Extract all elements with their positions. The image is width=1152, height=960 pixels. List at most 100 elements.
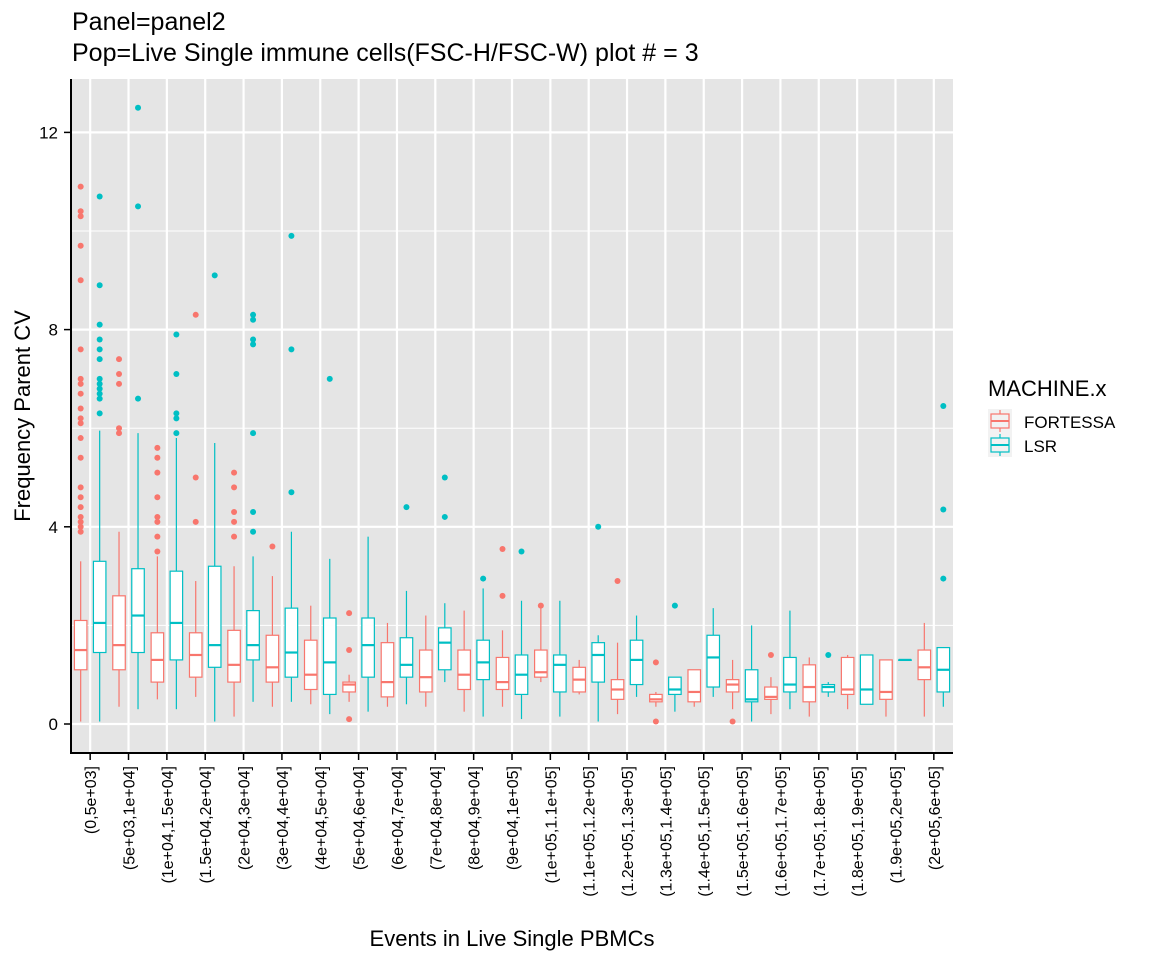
outlier-point: [77, 494, 84, 501]
outlier-point: [116, 370, 123, 377]
x-tick-label: (5e+03,1e+04]: [122, 766, 139, 870]
box-body: [457, 649, 472, 691]
x-tick-label: (0,5e+03]: [83, 766, 100, 834]
outlier-point: [154, 518, 161, 525]
x-tick-label: (9e+04,1e+05]: [505, 766, 522, 870]
outlier-point: [173, 410, 180, 417]
outlier-point: [77, 405, 84, 412]
outlier-point: [403, 504, 410, 511]
box-body: [879, 659, 893, 700]
box-body: [668, 676, 682, 696]
outlier-point: [518, 548, 525, 555]
outlier-point: [250, 528, 257, 535]
outlier-point: [346, 647, 353, 654]
outlier-point: [77, 435, 84, 442]
outlier-point: [767, 651, 774, 658]
box-lsr-9: [437, 474, 452, 683]
outlier-point: [652, 718, 659, 725]
outlier-point: [154, 454, 161, 461]
outlier-point: [250, 316, 257, 323]
box-body: [322, 617, 337, 696]
outlier-point: [940, 506, 947, 513]
box-body: [802, 664, 817, 703]
box-fortessa-8: [380, 622, 395, 707]
box-lsr-17: [744, 625, 759, 722]
outlier-point: [96, 410, 103, 417]
box-fortessa-20: [840, 654, 855, 710]
legend-key-fortessa: [988, 409, 1012, 433]
box-body: [821, 683, 836, 693]
x-tick-label: (5e+04,6e+04]: [352, 766, 369, 870]
x-tick-label: (1.9e+05,2e+05]: [888, 766, 905, 883]
outlier-point: [154, 494, 161, 501]
outlier-point: [614, 578, 621, 585]
outlier-point: [96, 356, 103, 363]
box-body: [399, 637, 414, 678]
box-body: [92, 560, 107, 654]
outlier-point: [231, 509, 238, 516]
box-lsr-19: [821, 651, 836, 697]
box-fortessa-21: [879, 659, 893, 717]
box-lsr-10: [476, 575, 491, 717]
box-fortessa-1: [112, 356, 126, 707]
box-layer: [73, 104, 951, 725]
legend: MACHINE.x FORTESSA LSR: [988, 376, 1116, 457]
outlier-point: [77, 390, 84, 397]
outlier-point: [96, 390, 103, 397]
outlier-point: [231, 518, 238, 525]
box-body: [342, 681, 356, 693]
y-tick-label: 12: [39, 123, 58, 142]
x-tick-label: (3e+04,4e+04]: [275, 766, 292, 870]
outlier-point: [77, 420, 84, 427]
box-lsr-11: [514, 548, 529, 720]
outlier-point: [326, 375, 333, 382]
box-body: [725, 679, 740, 693]
box-body: [783, 656, 797, 693]
outlier-point: [499, 592, 506, 599]
box-fortessa-12: [533, 602, 548, 683]
y-tick-label: 8: [49, 321, 58, 340]
outlier-point: [250, 336, 257, 343]
outlier-point: [480, 575, 487, 582]
box-fortessa-16: [687, 669, 702, 707]
legend-key-lsr: [988, 433, 1012, 457]
outlier-point: [154, 548, 161, 555]
x-tick-label: (1.4e+05,1.5e+05]: [697, 766, 714, 897]
outlier-point: [940, 575, 947, 582]
x-tick-label: (2e+05,6e+05]: [927, 766, 944, 870]
outlier-point: [135, 203, 142, 210]
x-tick-label: (8e+04,9e+04]: [467, 766, 484, 870]
outlier-point: [940, 403, 947, 410]
outlier-point: [671, 602, 678, 609]
outlier-point: [250, 341, 257, 348]
outlier-point: [729, 718, 736, 725]
chart-subtitle: Pop=Live Single immune cells(FSC-H/FSC-W…: [72, 39, 699, 67]
outlier-point: [154, 444, 161, 451]
axis-ticks: 0 4 8 12 (0,5e+03] (5e+03,1e+04] (1e+04,1.5e+0…: [39, 123, 944, 896]
box-lsr-20: [859, 654, 874, 705]
box-body: [840, 656, 855, 696]
outlier-point: [173, 370, 180, 377]
box-body: [706, 634, 721, 688]
x-tick-label: (1.5e+05,1.6e+05]: [735, 766, 752, 897]
x-tick-label: (1e+04,1.5e+04]: [160, 766, 177, 883]
outlier-point: [77, 523, 84, 530]
outlier-point: [173, 430, 180, 437]
box-fortessa-22: [917, 622, 932, 717]
grid-lines: [71, 79, 953, 753]
box-body: [73, 619, 88, 671]
box-fortessa-7: [342, 610, 356, 723]
box-fortessa-13: [572, 659, 587, 695]
outlier-point: [96, 321, 103, 328]
outlier-point: [77, 504, 84, 511]
box-body: [150, 632, 165, 683]
box-lsr-2: [169, 331, 184, 710]
x-tick-label: (7e+04,8e+04]: [428, 766, 445, 870]
outlier-point: [96, 380, 103, 387]
x-tick-label: (1.5e+04,2e+04]: [198, 766, 215, 883]
x-tick-label: (6e+04,7e+04]: [390, 766, 407, 870]
outlier-point: [77, 518, 84, 525]
outlier-point: [192, 474, 199, 481]
outlier-point: [77, 277, 84, 284]
outlier-point: [77, 183, 84, 190]
